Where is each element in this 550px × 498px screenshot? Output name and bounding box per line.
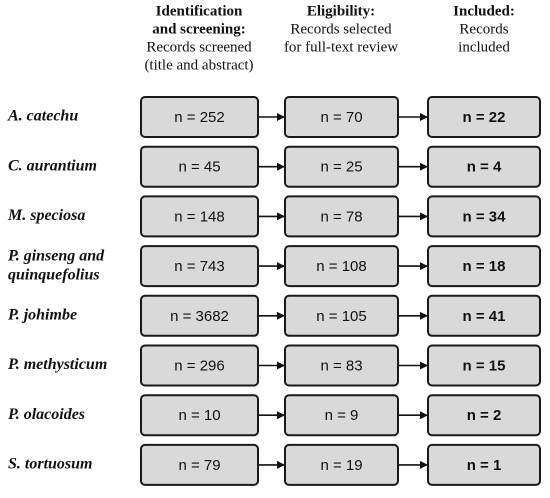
count-text: n = 19: [320, 457, 362, 474]
count-text: n = 9: [325, 407, 359, 424]
count-text: n = 148: [174, 208, 224, 225]
count-box: [140, 294, 259, 337]
count-text: n = 78: [320, 208, 362, 225]
count-text: n = 41: [463, 308, 506, 325]
count-box: [284, 245, 399, 288]
column-title: Eligibility:: [307, 3, 375, 19]
count-box: [140, 195, 259, 238]
column-title: Included:: [453, 3, 515, 19]
column-subtitle: included: [458, 39, 510, 55]
count-box: [427, 443, 541, 486]
column-subtitle: for full-text review: [284, 39, 398, 55]
count-box: [140, 394, 259, 437]
count-text: n = 34: [463, 208, 507, 225]
row-label: P. ginseng and: [7, 247, 105, 264]
count-box: [284, 96, 399, 138]
column-subtitle: Records selected: [290, 21, 392, 37]
row-label: P. methysticum: [7, 356, 107, 373]
count-box: [140, 443, 259, 486]
count-text: n = 79: [178, 457, 220, 474]
count-text: n = 1: [467, 457, 502, 474]
row-label: C. aurantium: [8, 157, 97, 174]
count-box: [140, 245, 259, 288]
count-box: [427, 195, 541, 238]
count-box: [284, 443, 399, 486]
count-text: n = 18: [463, 258, 506, 275]
row-label: S. tortuosum: [8, 456, 92, 473]
count-box: [427, 145, 541, 188]
count-text: n = 83: [320, 357, 362, 374]
count-box: [140, 344, 259, 387]
row-label: A. catechu: [7, 108, 78, 125]
count-text: n = 25: [320, 159, 362, 176]
count-text: n = 3682: [170, 308, 229, 325]
column-title: Identification: [156, 3, 243, 19]
count-text: n = 15: [463, 357, 506, 374]
count-box: [284, 294, 399, 337]
row-label: P. olacoides: [7, 406, 85, 423]
count-text: n = 252: [174, 109, 224, 126]
count-box: [284, 145, 399, 188]
count-box: [284, 195, 399, 238]
count-text: n = 108: [316, 258, 366, 275]
count-text: n = 2: [467, 407, 502, 424]
count-text: n = 296: [174, 357, 224, 374]
column-subtitle: Records screened: [146, 39, 252, 55]
count-text: n = 70: [320, 109, 362, 126]
count-box: [427, 294, 541, 337]
count-box: [284, 344, 399, 387]
count-box: [427, 344, 541, 387]
count-text: n = 45: [178, 159, 220, 176]
count-text: n = 10: [178, 407, 220, 424]
row-label: M. speciosa: [7, 207, 85, 224]
count-text: n = 743: [174, 258, 224, 275]
row-label: P. johimbe: [7, 306, 77, 323]
count-text: n = 22: [463, 109, 506, 126]
count-box: [140, 145, 259, 188]
column-subtitle: Records: [459, 21, 508, 37]
count-box: [140, 96, 259, 138]
count-box: [427, 394, 541, 437]
count-box: [427, 245, 541, 288]
count-box: [284, 394, 399, 437]
row-label: quinquefolius: [8, 266, 100, 283]
count-text: n = 4: [467, 159, 502, 176]
column-subtitle: (title and abstract): [144, 57, 253, 73]
count-box: [427, 96, 541, 138]
count-text: n = 105: [316, 308, 366, 325]
column-title: and screening:: [152, 21, 245, 37]
